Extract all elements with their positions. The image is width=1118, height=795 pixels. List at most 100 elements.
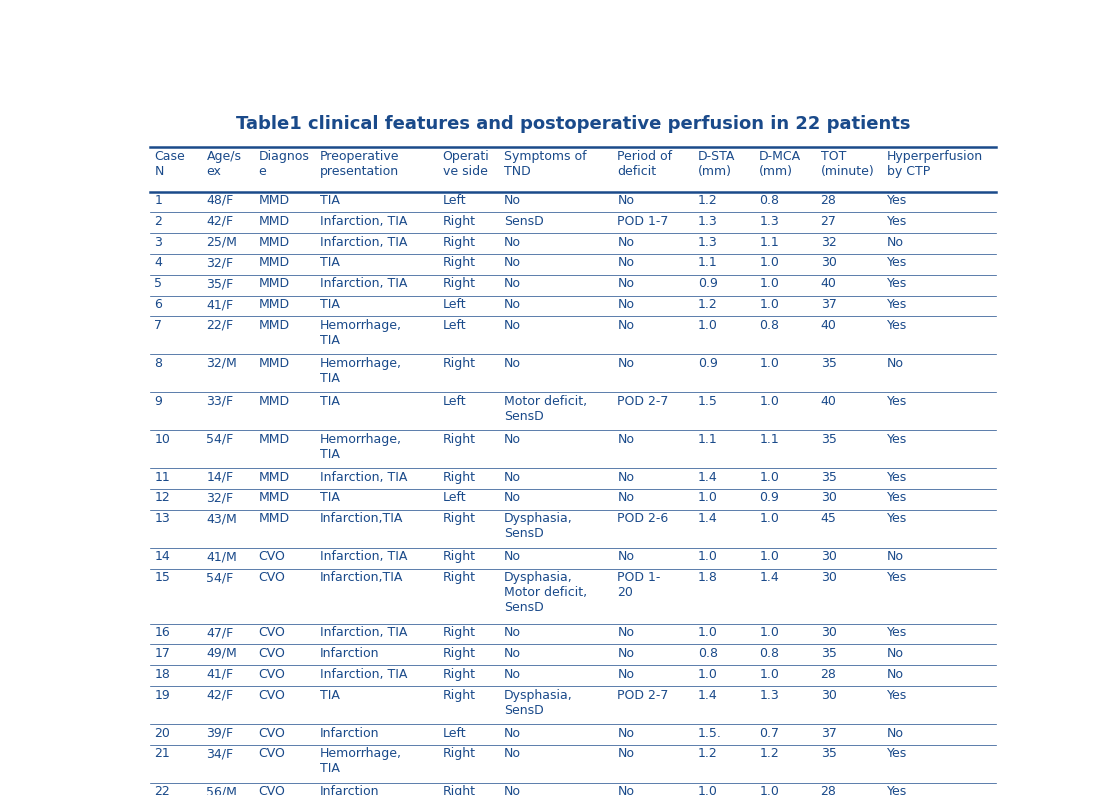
Text: Motor deficit,
SensD: Motor deficit, SensD xyxy=(504,395,587,423)
Text: Preoperative
presentation: Preoperative presentation xyxy=(320,150,399,178)
Text: 32/F: 32/F xyxy=(207,257,234,270)
Text: Yes: Yes xyxy=(887,432,907,446)
Text: Yes: Yes xyxy=(887,688,907,701)
Text: 1.0: 1.0 xyxy=(698,785,718,795)
Text: 1.3: 1.3 xyxy=(698,215,718,228)
Text: MMD: MMD xyxy=(258,277,290,290)
Text: Yes: Yes xyxy=(887,491,907,505)
Text: 22/F: 22/F xyxy=(207,319,234,332)
Text: 6: 6 xyxy=(154,298,162,311)
Text: 27: 27 xyxy=(821,215,836,228)
Text: Infarction, TIA: Infarction, TIA xyxy=(320,471,407,483)
Text: MMD: MMD xyxy=(258,395,290,408)
Text: 13: 13 xyxy=(154,512,170,525)
Text: 35: 35 xyxy=(821,357,836,370)
Text: Age/s
ex: Age/s ex xyxy=(207,150,241,178)
Text: CVO: CVO xyxy=(258,626,285,639)
Text: 5: 5 xyxy=(154,277,162,290)
Text: 10: 10 xyxy=(154,432,170,446)
Text: TIA: TIA xyxy=(320,194,340,207)
Text: 37: 37 xyxy=(821,727,836,739)
Text: POD 2-7: POD 2-7 xyxy=(617,395,669,408)
Text: Left: Left xyxy=(443,395,466,408)
Text: Yes: Yes xyxy=(887,395,907,408)
Text: 28: 28 xyxy=(821,785,836,795)
Text: Yes: Yes xyxy=(887,319,907,332)
Text: MMD: MMD xyxy=(258,512,290,525)
Text: 1.2: 1.2 xyxy=(698,298,718,311)
Text: Yes: Yes xyxy=(887,277,907,290)
Text: Right: Right xyxy=(443,647,475,660)
Text: Yes: Yes xyxy=(887,785,907,795)
Text: Period of
deficit: Period of deficit xyxy=(617,150,673,178)
Text: 1.0: 1.0 xyxy=(759,257,779,270)
Text: 0.9: 0.9 xyxy=(698,277,718,290)
Text: 35/F: 35/F xyxy=(207,277,234,290)
Text: 12: 12 xyxy=(154,491,170,505)
Text: No: No xyxy=(617,727,634,739)
Text: Right: Right xyxy=(443,471,475,483)
Text: Right: Right xyxy=(443,626,475,639)
Text: POD 2-6: POD 2-6 xyxy=(617,512,669,525)
Text: 3: 3 xyxy=(154,235,162,249)
Text: No: No xyxy=(504,491,521,505)
Text: No: No xyxy=(617,647,634,660)
Text: MMD: MMD xyxy=(258,319,290,332)
Text: 1.1: 1.1 xyxy=(759,432,779,446)
Text: 28: 28 xyxy=(821,194,836,207)
Text: TOT
(minute): TOT (minute) xyxy=(821,150,874,178)
Text: No: No xyxy=(617,277,634,290)
Text: 35: 35 xyxy=(821,471,836,483)
Text: 48/F: 48/F xyxy=(207,194,234,207)
Text: Yes: Yes xyxy=(887,257,907,270)
Text: 41/F: 41/F xyxy=(207,668,234,681)
Text: POD 1-
20: POD 1- 20 xyxy=(617,571,661,599)
Text: 30: 30 xyxy=(821,550,836,563)
Text: 41/F: 41/F xyxy=(207,298,234,311)
Text: Operati
ve side: Operati ve side xyxy=(443,150,490,178)
Text: 11: 11 xyxy=(154,471,170,483)
Text: No: No xyxy=(504,357,521,370)
Text: Left: Left xyxy=(443,491,466,505)
Text: 1.1: 1.1 xyxy=(698,432,718,446)
Text: 47/F: 47/F xyxy=(207,626,234,639)
Text: 49/M: 49/M xyxy=(207,647,237,660)
Text: 7: 7 xyxy=(154,319,162,332)
Text: Right: Right xyxy=(443,277,475,290)
Text: Hemorrhage,
TIA: Hemorrhage, TIA xyxy=(320,319,401,347)
Text: 41/M: 41/M xyxy=(207,550,237,563)
Text: No: No xyxy=(617,785,634,795)
Text: 30: 30 xyxy=(821,571,836,584)
Text: CVO: CVO xyxy=(258,688,285,701)
Text: MMD: MMD xyxy=(258,215,290,228)
Text: 18: 18 xyxy=(154,668,170,681)
Text: 19: 19 xyxy=(154,688,170,701)
Text: Hemorrhage,
TIA: Hemorrhage, TIA xyxy=(320,747,401,775)
Text: 14: 14 xyxy=(154,550,170,563)
Text: 0.8: 0.8 xyxy=(759,194,779,207)
Text: 1.0: 1.0 xyxy=(759,550,779,563)
Text: 1.0: 1.0 xyxy=(698,491,718,505)
Text: Infarction, TIA: Infarction, TIA xyxy=(320,277,407,290)
Text: No: No xyxy=(504,235,521,249)
Text: 15: 15 xyxy=(154,571,170,584)
Text: Infarction, TIA: Infarction, TIA xyxy=(320,550,407,563)
Text: 1.1: 1.1 xyxy=(759,235,779,249)
Text: Hemorrhage,
TIA: Hemorrhage, TIA xyxy=(320,432,401,460)
Text: 35: 35 xyxy=(821,747,836,760)
Text: SensD: SensD xyxy=(504,215,543,228)
Text: No: No xyxy=(617,257,634,270)
Text: No: No xyxy=(504,647,521,660)
Text: Yes: Yes xyxy=(887,215,907,228)
Text: TIA: TIA xyxy=(320,298,340,311)
Text: Infarction, TIA: Infarction, TIA xyxy=(320,235,407,249)
Text: TIA: TIA xyxy=(320,395,340,408)
Text: 1.0: 1.0 xyxy=(698,626,718,639)
Text: 1.0: 1.0 xyxy=(759,785,779,795)
Text: 25/M: 25/M xyxy=(207,235,237,249)
Text: No: No xyxy=(887,550,903,563)
Text: No: No xyxy=(504,257,521,270)
Text: 33/F: 33/F xyxy=(207,395,234,408)
Text: No: No xyxy=(887,647,903,660)
Text: 0.8: 0.8 xyxy=(698,647,718,660)
